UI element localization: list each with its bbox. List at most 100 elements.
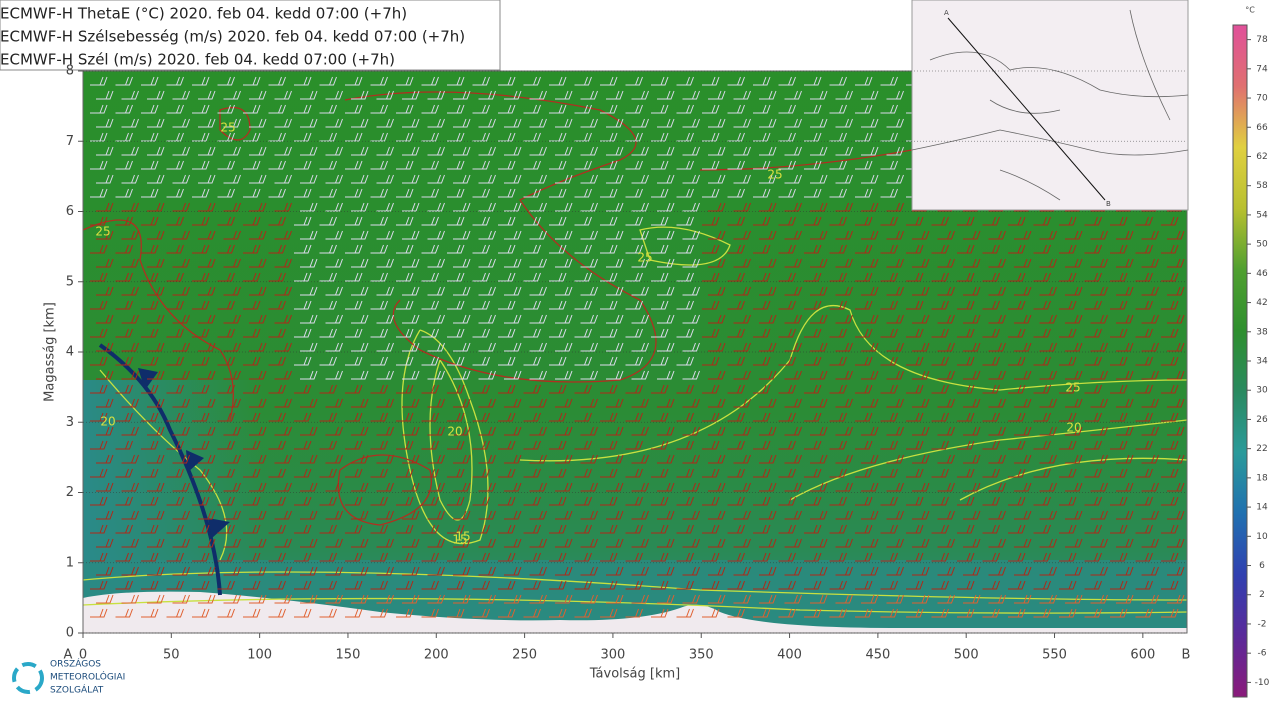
wind-barb	[1033, 356, 1051, 366]
wind-barb	[829, 608, 847, 618]
wind-barb	[651, 216, 669, 226]
wind-barb	[727, 412, 745, 422]
wind-barb	[753, 412, 771, 422]
wind-barb	[498, 412, 516, 422]
wind-barb	[1161, 468, 1179, 478]
wind-barb	[937, 510, 955, 520]
wind-barb	[880, 104, 898, 114]
wind-barb	[810, 118, 828, 128]
wind-barb	[906, 608, 924, 618]
wind-barb	[778, 384, 796, 394]
wind-barb	[402, 566, 420, 576]
wind-barb	[886, 314, 904, 324]
wind-barb	[90, 580, 108, 590]
wind-barb	[453, 286, 471, 296]
wind-barb	[217, 412, 235, 422]
wind-barb	[1141, 454, 1159, 464]
wind-barb	[217, 608, 235, 618]
wind-barb	[172, 510, 190, 520]
wind-barb	[606, 370, 624, 380]
wind-barb	[294, 216, 312, 226]
wind-barb	[274, 398, 292, 408]
wind-barb	[631, 482, 649, 492]
wind-barb	[300, 202, 318, 212]
wind-barb	[880, 244, 898, 254]
wind-barb	[1008, 552, 1026, 562]
wind-barb	[504, 230, 522, 240]
wind-barb	[753, 188, 771, 198]
wind-barb	[988, 510, 1006, 520]
section-end: B	[1182, 648, 1191, 663]
wind-barb	[147, 594, 165, 604]
wind-barb	[988, 398, 1006, 408]
wind-barb	[243, 160, 261, 170]
wind-barb	[402, 258, 420, 268]
wind-barb	[855, 188, 873, 198]
wind-barb	[931, 524, 949, 534]
wind-barb	[1090, 398, 1108, 408]
wind-barb	[478, 538, 496, 548]
wind-barb	[804, 216, 822, 226]
wind-barb	[217, 104, 235, 114]
colorbar-tick-label: 54	[1256, 210, 1268, 220]
wind-barb	[223, 90, 241, 100]
wind-barb	[121, 454, 139, 464]
wind-barb	[351, 426, 369, 436]
wind-barb	[963, 538, 981, 548]
wind-barb	[198, 454, 216, 464]
wind-barb	[1090, 286, 1108, 296]
wind-barb	[1167, 482, 1185, 492]
wind-barb	[300, 258, 318, 268]
wind-barb	[402, 118, 420, 128]
wind-barb	[784, 426, 802, 436]
wind-barb	[217, 328, 235, 338]
wind-barb	[1110, 356, 1128, 366]
wind-barb	[549, 356, 567, 366]
wind-barb	[727, 160, 745, 170]
wind-barb	[880, 412, 898, 422]
wind-barb	[784, 342, 802, 352]
colorbar-tick-label: 62	[1256, 152, 1267, 162]
wind-barb	[319, 300, 337, 310]
wind-barb	[1033, 468, 1051, 478]
terrain	[83, 591, 1187, 633]
wind-barb	[651, 188, 669, 198]
wind-barb	[835, 118, 853, 128]
wind-barb	[982, 580, 1000, 590]
wind-barb	[829, 188, 847, 198]
wind-barb	[778, 580, 796, 590]
wind-barb	[810, 510, 828, 520]
wind-barb	[631, 454, 649, 464]
wind-barb	[625, 384, 643, 394]
wind-barb	[166, 328, 184, 338]
wind-barb	[810, 258, 828, 268]
wind-barb	[1161, 580, 1179, 590]
wind-barb	[217, 496, 235, 506]
wind-barb	[906, 524, 924, 534]
wind-barb	[804, 300, 822, 310]
wind-barb	[1039, 286, 1057, 296]
wind-barb	[402, 426, 420, 436]
logo: ORSZÁGOS METEOROLÓGIAI SZOLGÁLAT	[12, 658, 125, 696]
wind-barb	[172, 286, 190, 296]
wind-barb	[778, 104, 796, 114]
wind-barb	[886, 594, 904, 604]
wind-barb	[523, 412, 541, 422]
wind-barb	[957, 468, 975, 478]
wind-barb	[625, 104, 643, 114]
wind-barb	[580, 314, 598, 324]
wind-barb	[498, 300, 516, 310]
wind-barb	[319, 356, 337, 366]
wind-barb	[1116, 538, 1134, 548]
colorbar-tick-label: 26	[1256, 415, 1268, 425]
wind-barb	[217, 356, 235, 366]
wind-barb	[937, 370, 955, 380]
wind-barb	[147, 482, 165, 492]
wind-barb	[96, 454, 114, 464]
wind-barb	[147, 454, 165, 464]
wind-barb	[274, 538, 292, 548]
wind-barb	[727, 328, 745, 338]
wind-barb	[810, 370, 828, 380]
wind-barb	[861, 342, 879, 352]
wind-barb	[243, 608, 261, 618]
